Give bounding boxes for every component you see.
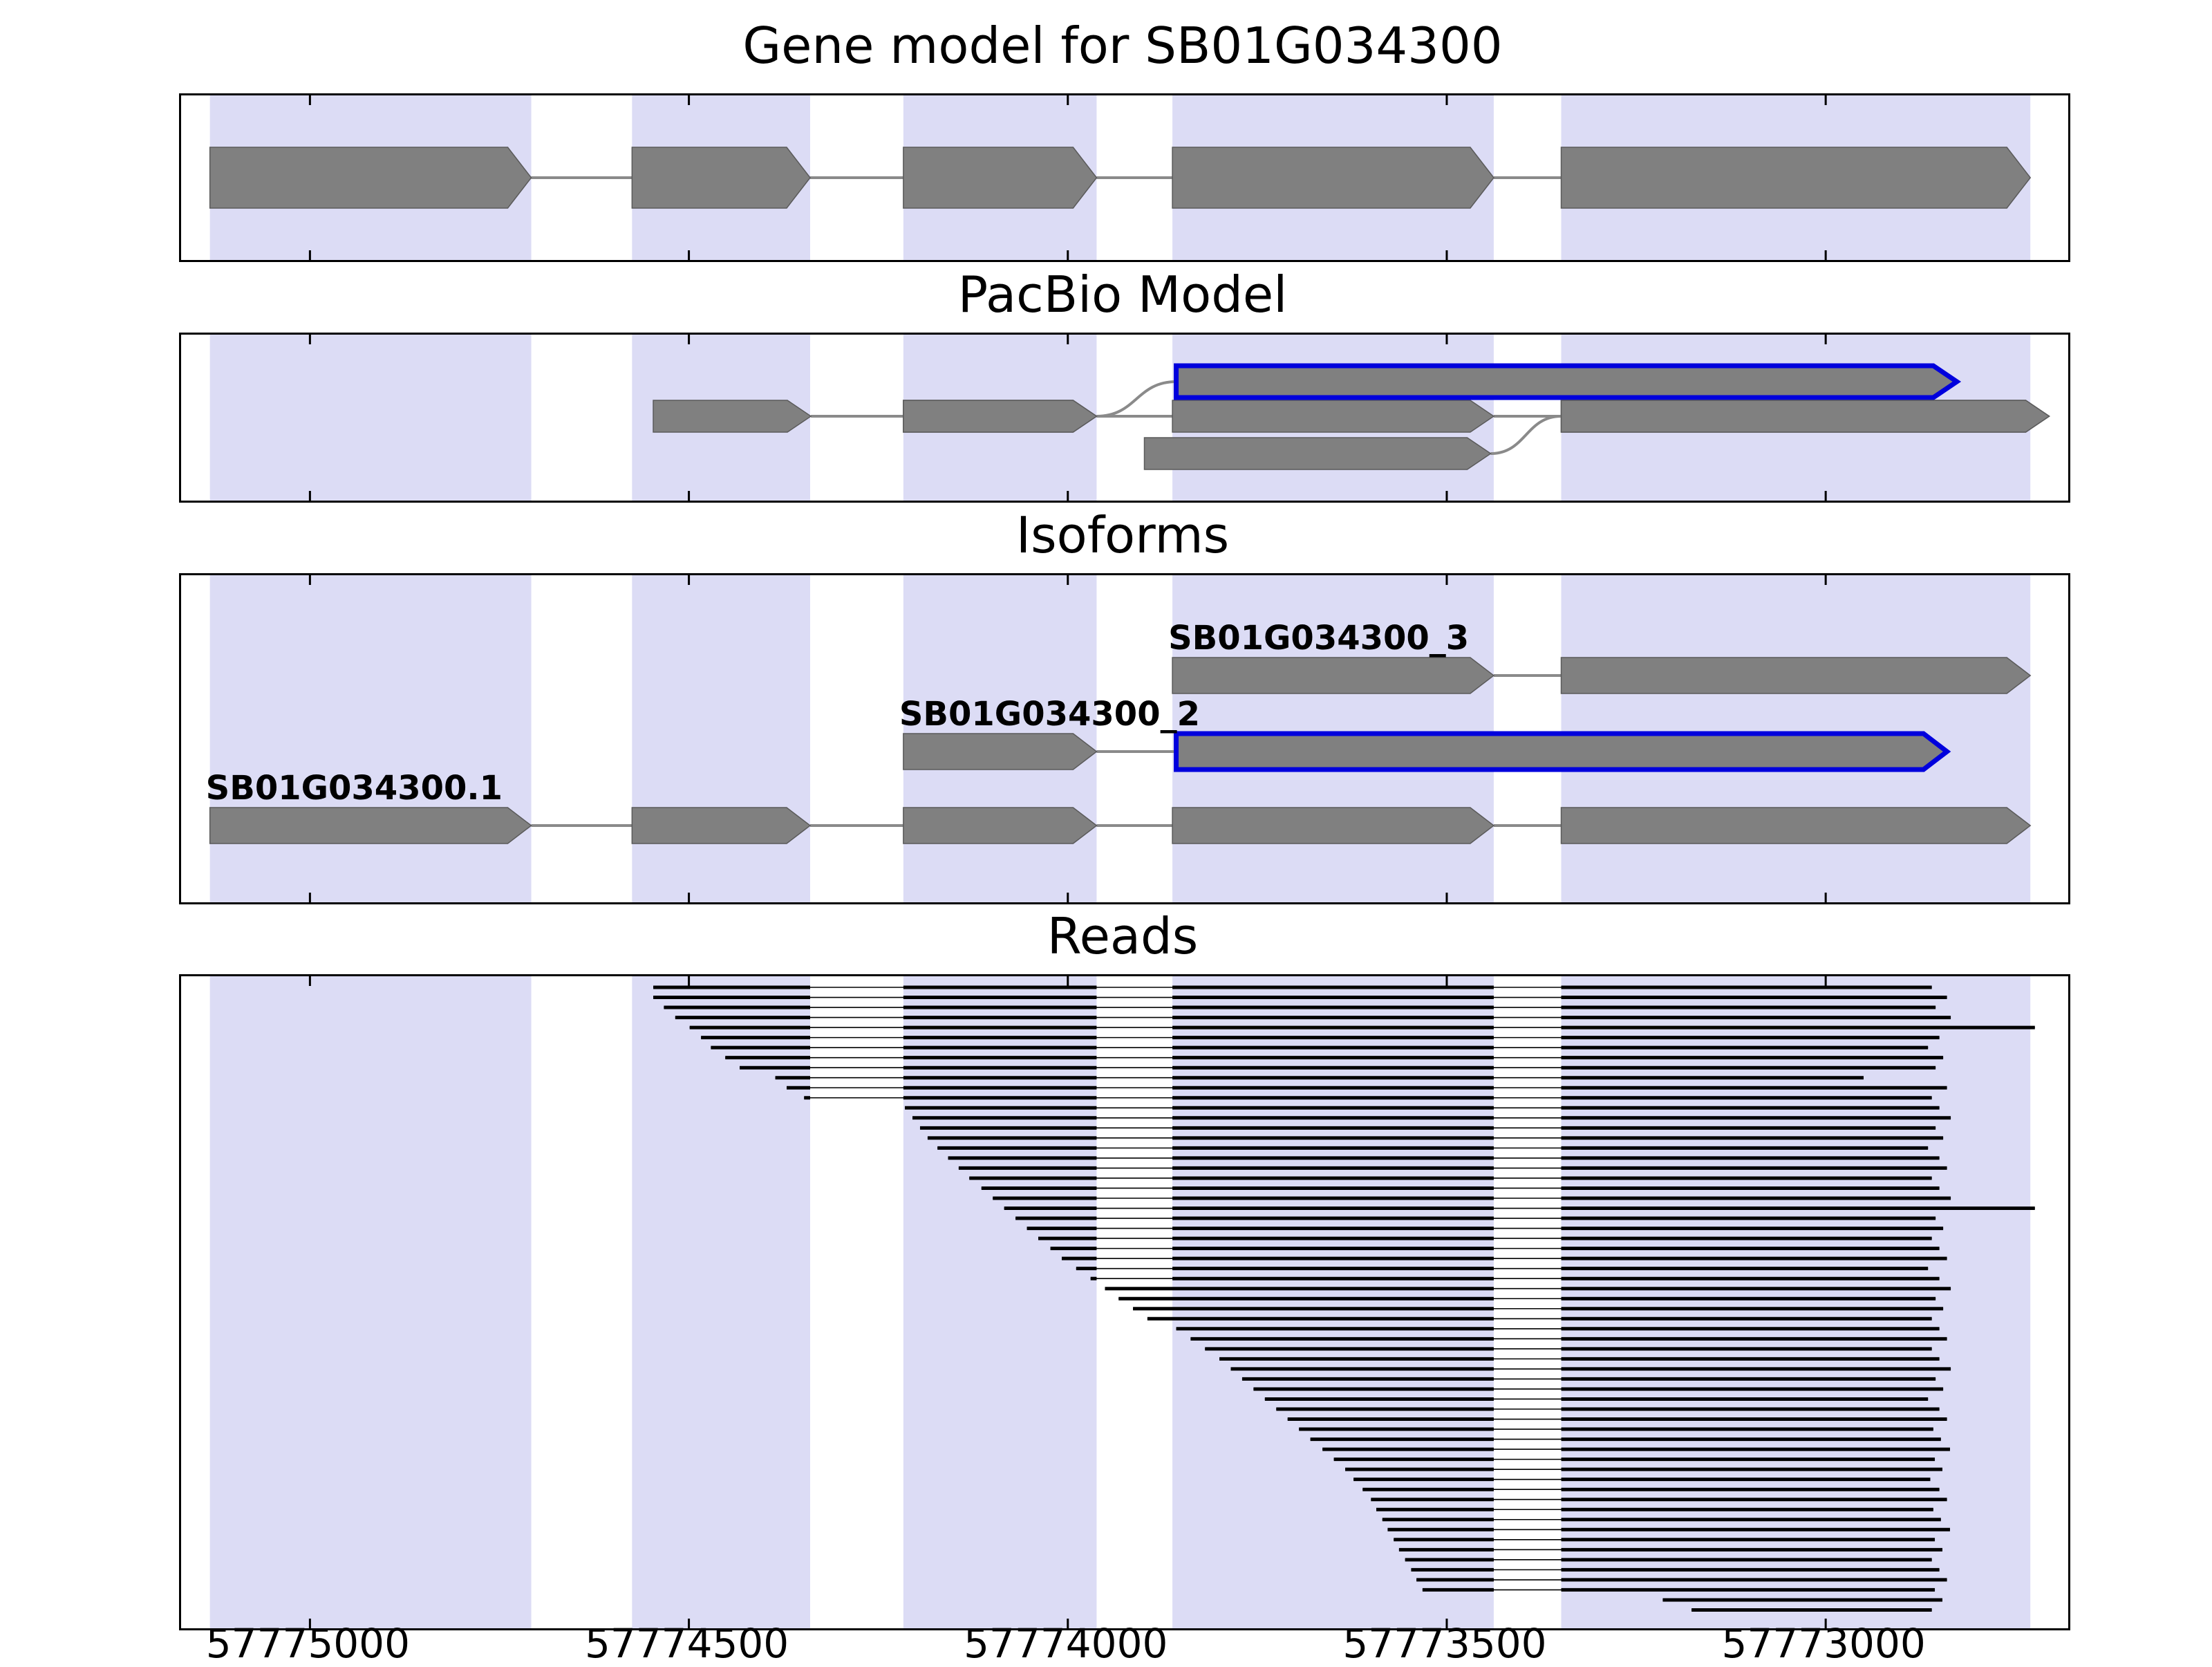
x-tick-label: 57773000 (1721, 1620, 1926, 1667)
exon (1143, 437, 1492, 470)
exon-highlight-band (209, 976, 532, 1628)
panel-isoforms: SB01G034300_3 SB01G034300_2 SB01G034300.1 (179, 573, 2070, 904)
highlighted-exon (1174, 363, 1962, 400)
exon-highlight-band (209, 335, 532, 501)
exon (903, 147, 1098, 209)
exon (1560, 147, 2032, 209)
panel-pacbio-model (179, 333, 2070, 503)
exon (1560, 657, 2032, 694)
exon (1172, 807, 1495, 844)
exon (631, 807, 812, 844)
intron-connector (1096, 380, 1177, 418)
panel-reads (179, 974, 2070, 1630)
exon (631, 147, 811, 209)
isoform-label: SB01G034300_3 (1168, 619, 1469, 658)
panel-gene-model (179, 93, 2070, 262)
title-pacbio-model: PacBio Model (957, 266, 1288, 324)
isoform-label: SB01G034300.1 (206, 769, 503, 808)
exon (1560, 400, 2050, 433)
isoform-label: SB01G034300_2 (899, 695, 1200, 734)
exon (903, 400, 1098, 433)
exon-highlight-band (903, 976, 1097, 1628)
title-gene-model: Gene model for SB01G034300 (742, 17, 1503, 75)
x-tick-label: 57774500 (584, 1620, 789, 1667)
exon (1172, 400, 1495, 433)
exon (903, 807, 1098, 844)
exon (209, 807, 532, 844)
exon (1172, 147, 1494, 209)
intron-connector (1490, 415, 1562, 455)
highlighted-exon (1174, 731, 1951, 772)
exon-highlight-band (209, 575, 532, 902)
pacbio-track-svg (209, 335, 2050, 501)
x-tick-label: 57774000 (964, 1620, 1168, 1667)
exon (1560, 807, 2032, 844)
exon (209, 147, 532, 209)
exon (1172, 657, 1495, 694)
gene-model-track-svg (209, 95, 2032, 260)
title-reads: Reads (1047, 907, 1199, 965)
x-tick-label: 57773500 (1342, 1620, 1547, 1667)
exon-highlight-band (632, 575, 810, 902)
title-isoforms: Isoforms (1015, 506, 1230, 564)
reads-track-svg (209, 976, 2035, 1628)
exon-highlight-band (632, 976, 810, 1628)
exon (653, 400, 812, 433)
exon (903, 733, 1098, 770)
x-tick-label: 57775000 (205, 1620, 410, 1667)
isoforms-track-svg: SB01G034300_3 SB01G034300_2 SB01G034300.1 (206, 575, 2032, 902)
x-axis-tick-labels: 57775000 57774500 57774000 57773500 57773000 (0, 1623, 2212, 1664)
